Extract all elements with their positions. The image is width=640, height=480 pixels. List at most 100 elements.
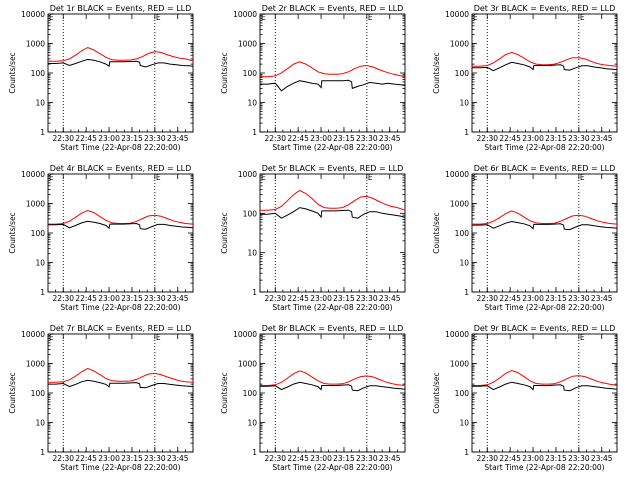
x-tick-label: 22:30	[264, 294, 286, 303]
x-tick-label: 23:45	[167, 454, 189, 463]
y-tick-label: 1	[40, 288, 45, 297]
x-tick-label: 23:15	[333, 134, 355, 143]
plot-frame	[47, 13, 194, 133]
plot-frame	[47, 173, 194, 293]
x-tick-label: 23:15	[121, 134, 143, 143]
x-tick-label: 23:00	[522, 134, 544, 143]
x-axis-label: Start Time (22-Apr-08 22:20:00)	[60, 303, 180, 312]
y-tick-label: 100	[455, 229, 470, 238]
series-lld	[48, 46, 194, 62]
x-tick-label: 23:30	[144, 454, 166, 463]
y-axis-label: Counts/sec	[432, 52, 441, 93]
chart-title: Det 9r BLACK = Events, RED = LLD	[474, 324, 616, 333]
y-tick-label: 1000	[450, 360, 469, 369]
plot-frame	[471, 333, 618, 453]
x-tick-label: 23:00	[98, 454, 120, 463]
plot-frame	[47, 333, 194, 453]
x-tick-label: 23:45	[167, 294, 189, 303]
plot-frame	[259, 173, 406, 293]
y-tick-label: 10	[459, 99, 469, 108]
x-tick-label: 23:15	[545, 454, 567, 463]
y-tick-label: 10	[247, 249, 257, 258]
x-axis-label: Start Time (22-Apr-08 22:20:00)	[272, 463, 392, 472]
x-tick-label: 22:30	[264, 134, 286, 143]
y-tick-label: 10	[247, 99, 257, 108]
x-tick-label: 23:00	[310, 454, 332, 463]
y-tick-label: 1000	[26, 200, 45, 209]
marker-label: E	[580, 13, 585, 22]
series-lld	[48, 209, 194, 225]
x-tick-label: 22:30	[52, 294, 74, 303]
chart-title: Det 4r BLACK = Events, RED = LLD	[50, 164, 192, 173]
series-lld	[260, 370, 406, 386]
x-tick-label: 22:30	[476, 294, 498, 303]
y-tick-label: 10000	[21, 330, 45, 339]
series-lld	[472, 51, 618, 67]
y-tick-label: 100	[243, 69, 258, 78]
x-tick-label: 23:45	[591, 294, 613, 303]
series-lld	[472, 369, 618, 386]
series-lld	[48, 367, 194, 383]
series-events	[260, 79, 406, 92]
x-tick-label: 23:30	[356, 294, 378, 303]
y-axis-label: Counts/sec	[8, 372, 17, 413]
y-tick-label: 1000	[26, 40, 45, 49]
y-tick-label: 1	[40, 448, 45, 457]
x-tick-label: 22:45	[499, 294, 521, 303]
marker-label: E	[261, 333, 266, 342]
y-axis-label: Counts/sec	[8, 212, 17, 253]
x-axis-label: Start Time (22-Apr-08 22:20:00)	[60, 143, 180, 152]
chart-title: Det 3r BLACK = Events, RED = LLD	[474, 4, 616, 13]
x-tick-label: 23:00	[522, 294, 544, 303]
y-tick-label: 10000	[21, 10, 45, 19]
marker-label: E	[580, 333, 585, 342]
y-tick-label: 10	[35, 259, 45, 268]
marker-label: E	[368, 173, 373, 182]
y-tick-label: 1	[252, 288, 257, 297]
panel-7: Det 7r BLACK = Events, RED = LLD 1 10 100 10…	[8, 324, 194, 472]
x-tick-label: 23:30	[144, 134, 166, 143]
x-tick-label: 23:15	[121, 294, 143, 303]
x-tick-label: 23:15	[121, 454, 143, 463]
y-tick-label: 10	[35, 419, 45, 428]
y-axis-label: Counts/sec	[220, 212, 229, 253]
x-tick-label: 23:45	[379, 294, 401, 303]
y-tick-label: 10	[247, 419, 257, 428]
series-events	[472, 381, 618, 392]
x-tick-label: 23:15	[333, 454, 355, 463]
y-tick-label: 1	[464, 128, 469, 137]
y-tick-label: 100	[31, 229, 46, 238]
marker-label: E	[49, 13, 54, 22]
x-tick-label: 23:15	[333, 294, 355, 303]
y-tick-label: 1000	[238, 40, 257, 49]
series-events	[48, 379, 194, 389]
panel-3: Det 3r BLACK = Events, RED = LLD 1 10 100 10…	[432, 4, 618, 152]
y-tick-label: 100	[31, 389, 46, 398]
x-tick-label: 22:30	[52, 454, 74, 463]
plot-frame	[471, 13, 618, 133]
marker-label: E	[49, 173, 54, 182]
x-tick-label: 22:45	[287, 454, 309, 463]
x-tick-label: 23:00	[522, 454, 544, 463]
y-tick-label: 10000	[233, 10, 257, 19]
panel-1: Det 1r BLACK = Events, RED = LLD 1 10 100 10…	[8, 4, 194, 152]
y-tick-label: 1000	[238, 170, 257, 179]
marker-label: E	[261, 13, 266, 22]
panel-4: Det 4r BLACK = Events, RED = LLD 1 10 100 10…	[8, 164, 194, 312]
x-tick-label: 22:30	[476, 134, 498, 143]
marker-label: E	[49, 333, 54, 342]
chart-title: Det 6r BLACK = Events, RED = LLD	[474, 164, 616, 173]
x-tick-label: 23:30	[568, 294, 590, 303]
panel-9: Det 9r BLACK = Events, RED = LLD 1 10 100 10…	[432, 324, 618, 472]
y-tick-label: 1000	[450, 40, 469, 49]
series-events	[472, 220, 618, 231]
series-events	[48, 220, 194, 230]
x-tick-label: 23:30	[144, 294, 166, 303]
y-tick-label: 10000	[445, 170, 469, 179]
y-tick-label: 100	[31, 69, 46, 78]
chart-title: Det 8r BLACK = Events, RED = LLD	[262, 324, 404, 333]
y-tick-label: 1	[464, 288, 469, 297]
y-tick-label: 1	[464, 448, 469, 457]
panel-5: Det 5r BLACK = Events, RED = LLD 1 10 100 10…	[220, 164, 406, 312]
